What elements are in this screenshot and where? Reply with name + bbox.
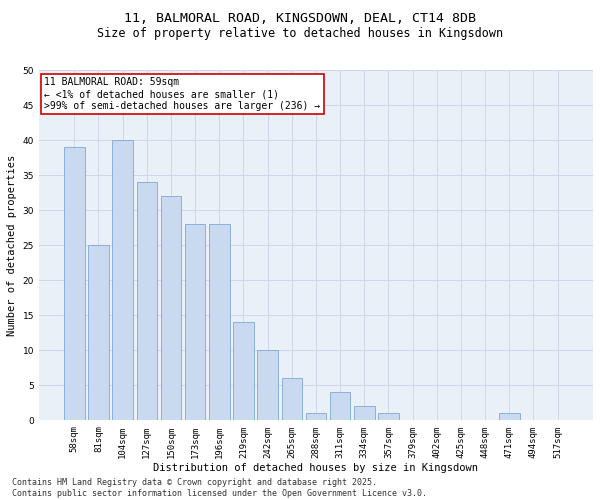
Bar (330, 392, 350, 420)
Bar (88, 246, 109, 420)
Bar (112, 140, 133, 420)
Text: Contains HM Land Registry data © Crown copyright and database right 2025.
Contai: Contains HM Land Registry data © Crown c… (12, 478, 427, 498)
Bar (281, 378, 302, 420)
Bar (305, 414, 326, 420)
Bar (137, 182, 157, 420)
Bar (354, 406, 374, 420)
Bar (185, 224, 205, 420)
Bar (378, 414, 399, 420)
Bar (64, 148, 85, 420)
Text: 11 BALMORAL ROAD: 59sqm
← <1% of detached houses are smaller (1)
>99% of semi-de: 11 BALMORAL ROAD: 59sqm ← <1% of detache… (44, 78, 320, 110)
Bar (499, 414, 520, 420)
Text: 11, BALMORAL ROAD, KINGSDOWN, DEAL, CT14 8DB: 11, BALMORAL ROAD, KINGSDOWN, DEAL, CT14… (124, 12, 476, 26)
Bar (257, 350, 278, 420)
X-axis label: Distribution of detached houses by size in Kingsdown: Distribution of detached houses by size … (154, 463, 478, 473)
Text: Size of property relative to detached houses in Kingsdown: Size of property relative to detached ho… (97, 28, 503, 40)
Bar (209, 224, 230, 420)
Y-axis label: Number of detached properties: Number of detached properties (7, 155, 17, 336)
Bar (233, 322, 254, 420)
Bar (161, 196, 181, 420)
